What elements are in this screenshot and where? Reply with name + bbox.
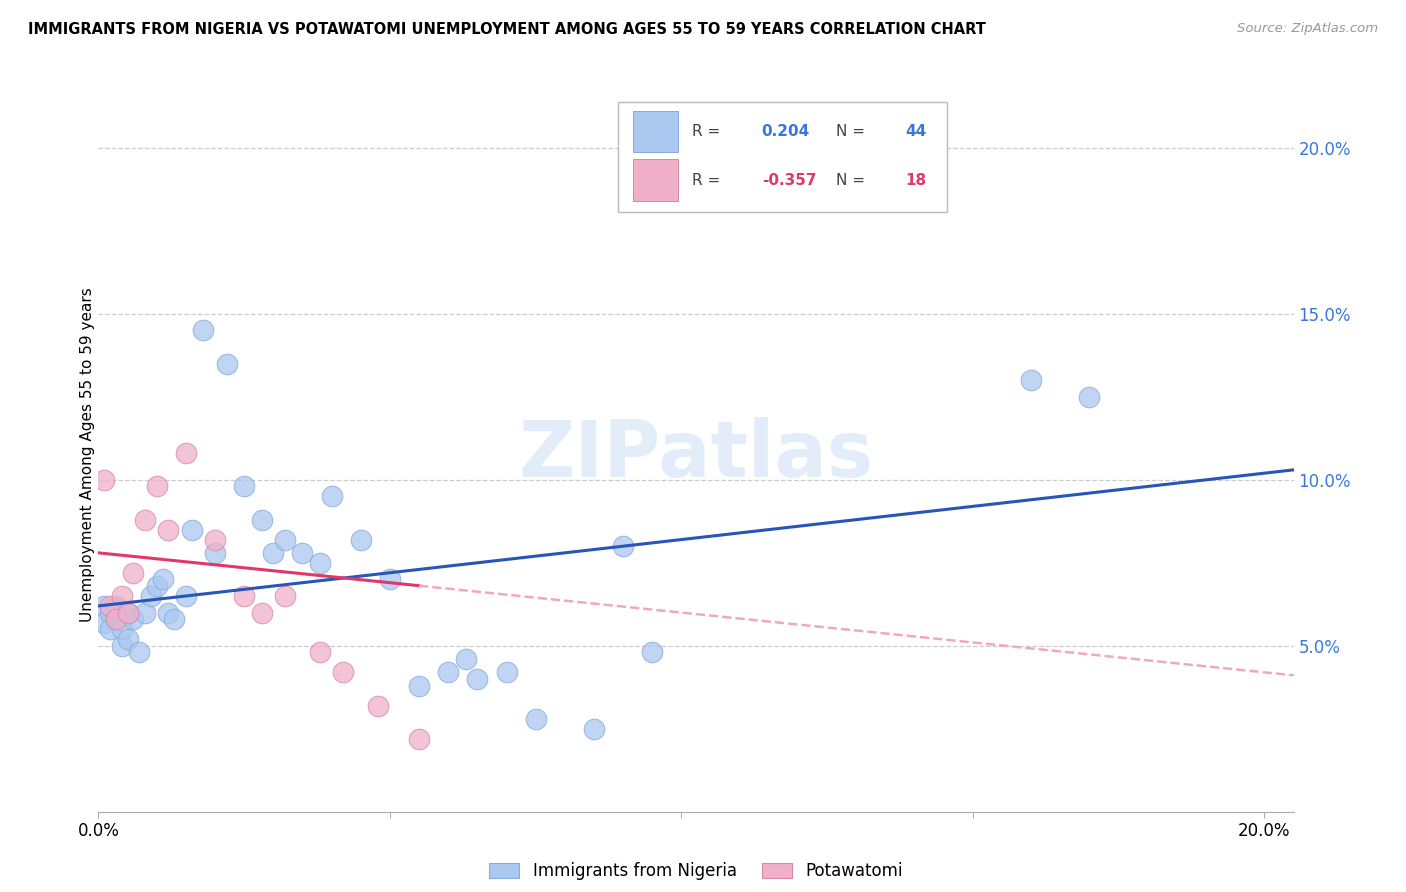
- Point: [145, 479, 167, 493]
- Point: [134, 513, 156, 527]
- Point: [104, 612, 127, 626]
- Point: [163, 612, 186, 626]
- Point: [321, 490, 343, 504]
- Point: [309, 556, 332, 570]
- Point: [612, 539, 634, 553]
- Point: [467, 672, 489, 686]
- Point: [641, 645, 664, 659]
- Point: [157, 523, 180, 537]
- Point: [262, 546, 284, 560]
- Text: ZIPatlas: ZIPatlas: [519, 417, 873, 493]
- Point: [152, 573, 174, 587]
- Text: N =: N =: [835, 173, 870, 187]
- Point: [117, 632, 139, 647]
- Text: N =: N =: [835, 124, 870, 139]
- Legend: Immigrants from Nigeria, Potawatomi: Immigrants from Nigeria, Potawatomi: [485, 857, 907, 886]
- Point: [367, 698, 389, 713]
- Point: [134, 606, 156, 620]
- Point: [495, 665, 517, 680]
- Point: [174, 446, 197, 460]
- Point: [250, 513, 273, 527]
- Point: [204, 546, 226, 560]
- Point: [180, 523, 202, 537]
- Point: [250, 606, 273, 620]
- Point: [378, 573, 401, 587]
- Point: [139, 589, 162, 603]
- Point: [1019, 373, 1042, 387]
- Text: IMMIGRANTS FROM NIGERIA VS POTAWATOMI UNEMPLOYMENT AMONG AGES 55 TO 59 YEARS COR: IMMIGRANTS FROM NIGERIA VS POTAWATOMI UN…: [28, 22, 986, 37]
- Point: [93, 473, 115, 487]
- Point: [437, 665, 460, 680]
- Point: [524, 712, 547, 726]
- Point: [93, 599, 115, 613]
- Point: [274, 533, 297, 547]
- Point: [98, 622, 121, 636]
- Point: [117, 606, 139, 620]
- Point: [93, 615, 115, 630]
- Point: [104, 599, 127, 613]
- Point: [204, 533, 226, 547]
- Point: [174, 589, 197, 603]
- Text: R =: R =: [692, 173, 725, 187]
- FancyBboxPatch shape: [633, 160, 678, 201]
- Point: [291, 546, 314, 560]
- Point: [128, 645, 150, 659]
- Point: [111, 622, 134, 636]
- Point: [117, 606, 139, 620]
- Point: [1078, 390, 1101, 404]
- Text: 44: 44: [905, 124, 927, 139]
- Point: [454, 652, 477, 666]
- Point: [157, 606, 180, 620]
- Point: [215, 357, 238, 371]
- FancyBboxPatch shape: [619, 102, 946, 212]
- Point: [332, 665, 354, 680]
- Text: 18: 18: [905, 173, 927, 187]
- Point: [233, 479, 256, 493]
- Point: [111, 639, 134, 653]
- Point: [98, 599, 121, 613]
- Text: R =: R =: [692, 124, 725, 139]
- Point: [98, 606, 121, 620]
- Point: [122, 612, 145, 626]
- Point: [582, 722, 605, 736]
- Point: [408, 679, 430, 693]
- Point: [111, 589, 134, 603]
- Point: [193, 323, 215, 337]
- Point: [122, 566, 145, 580]
- Text: 0.204: 0.204: [762, 124, 810, 139]
- Point: [350, 533, 373, 547]
- Point: [845, 157, 868, 171]
- Point: [274, 589, 297, 603]
- Point: [145, 579, 167, 593]
- Y-axis label: Unemployment Among Ages 55 to 59 years: Unemployment Among Ages 55 to 59 years: [80, 287, 94, 623]
- Point: [233, 589, 256, 603]
- Point: [408, 731, 430, 746]
- Text: Source: ZipAtlas.com: Source: ZipAtlas.com: [1237, 22, 1378, 36]
- Text: -0.357: -0.357: [762, 173, 817, 187]
- Point: [309, 645, 332, 659]
- FancyBboxPatch shape: [633, 111, 678, 153]
- Point: [104, 612, 127, 626]
